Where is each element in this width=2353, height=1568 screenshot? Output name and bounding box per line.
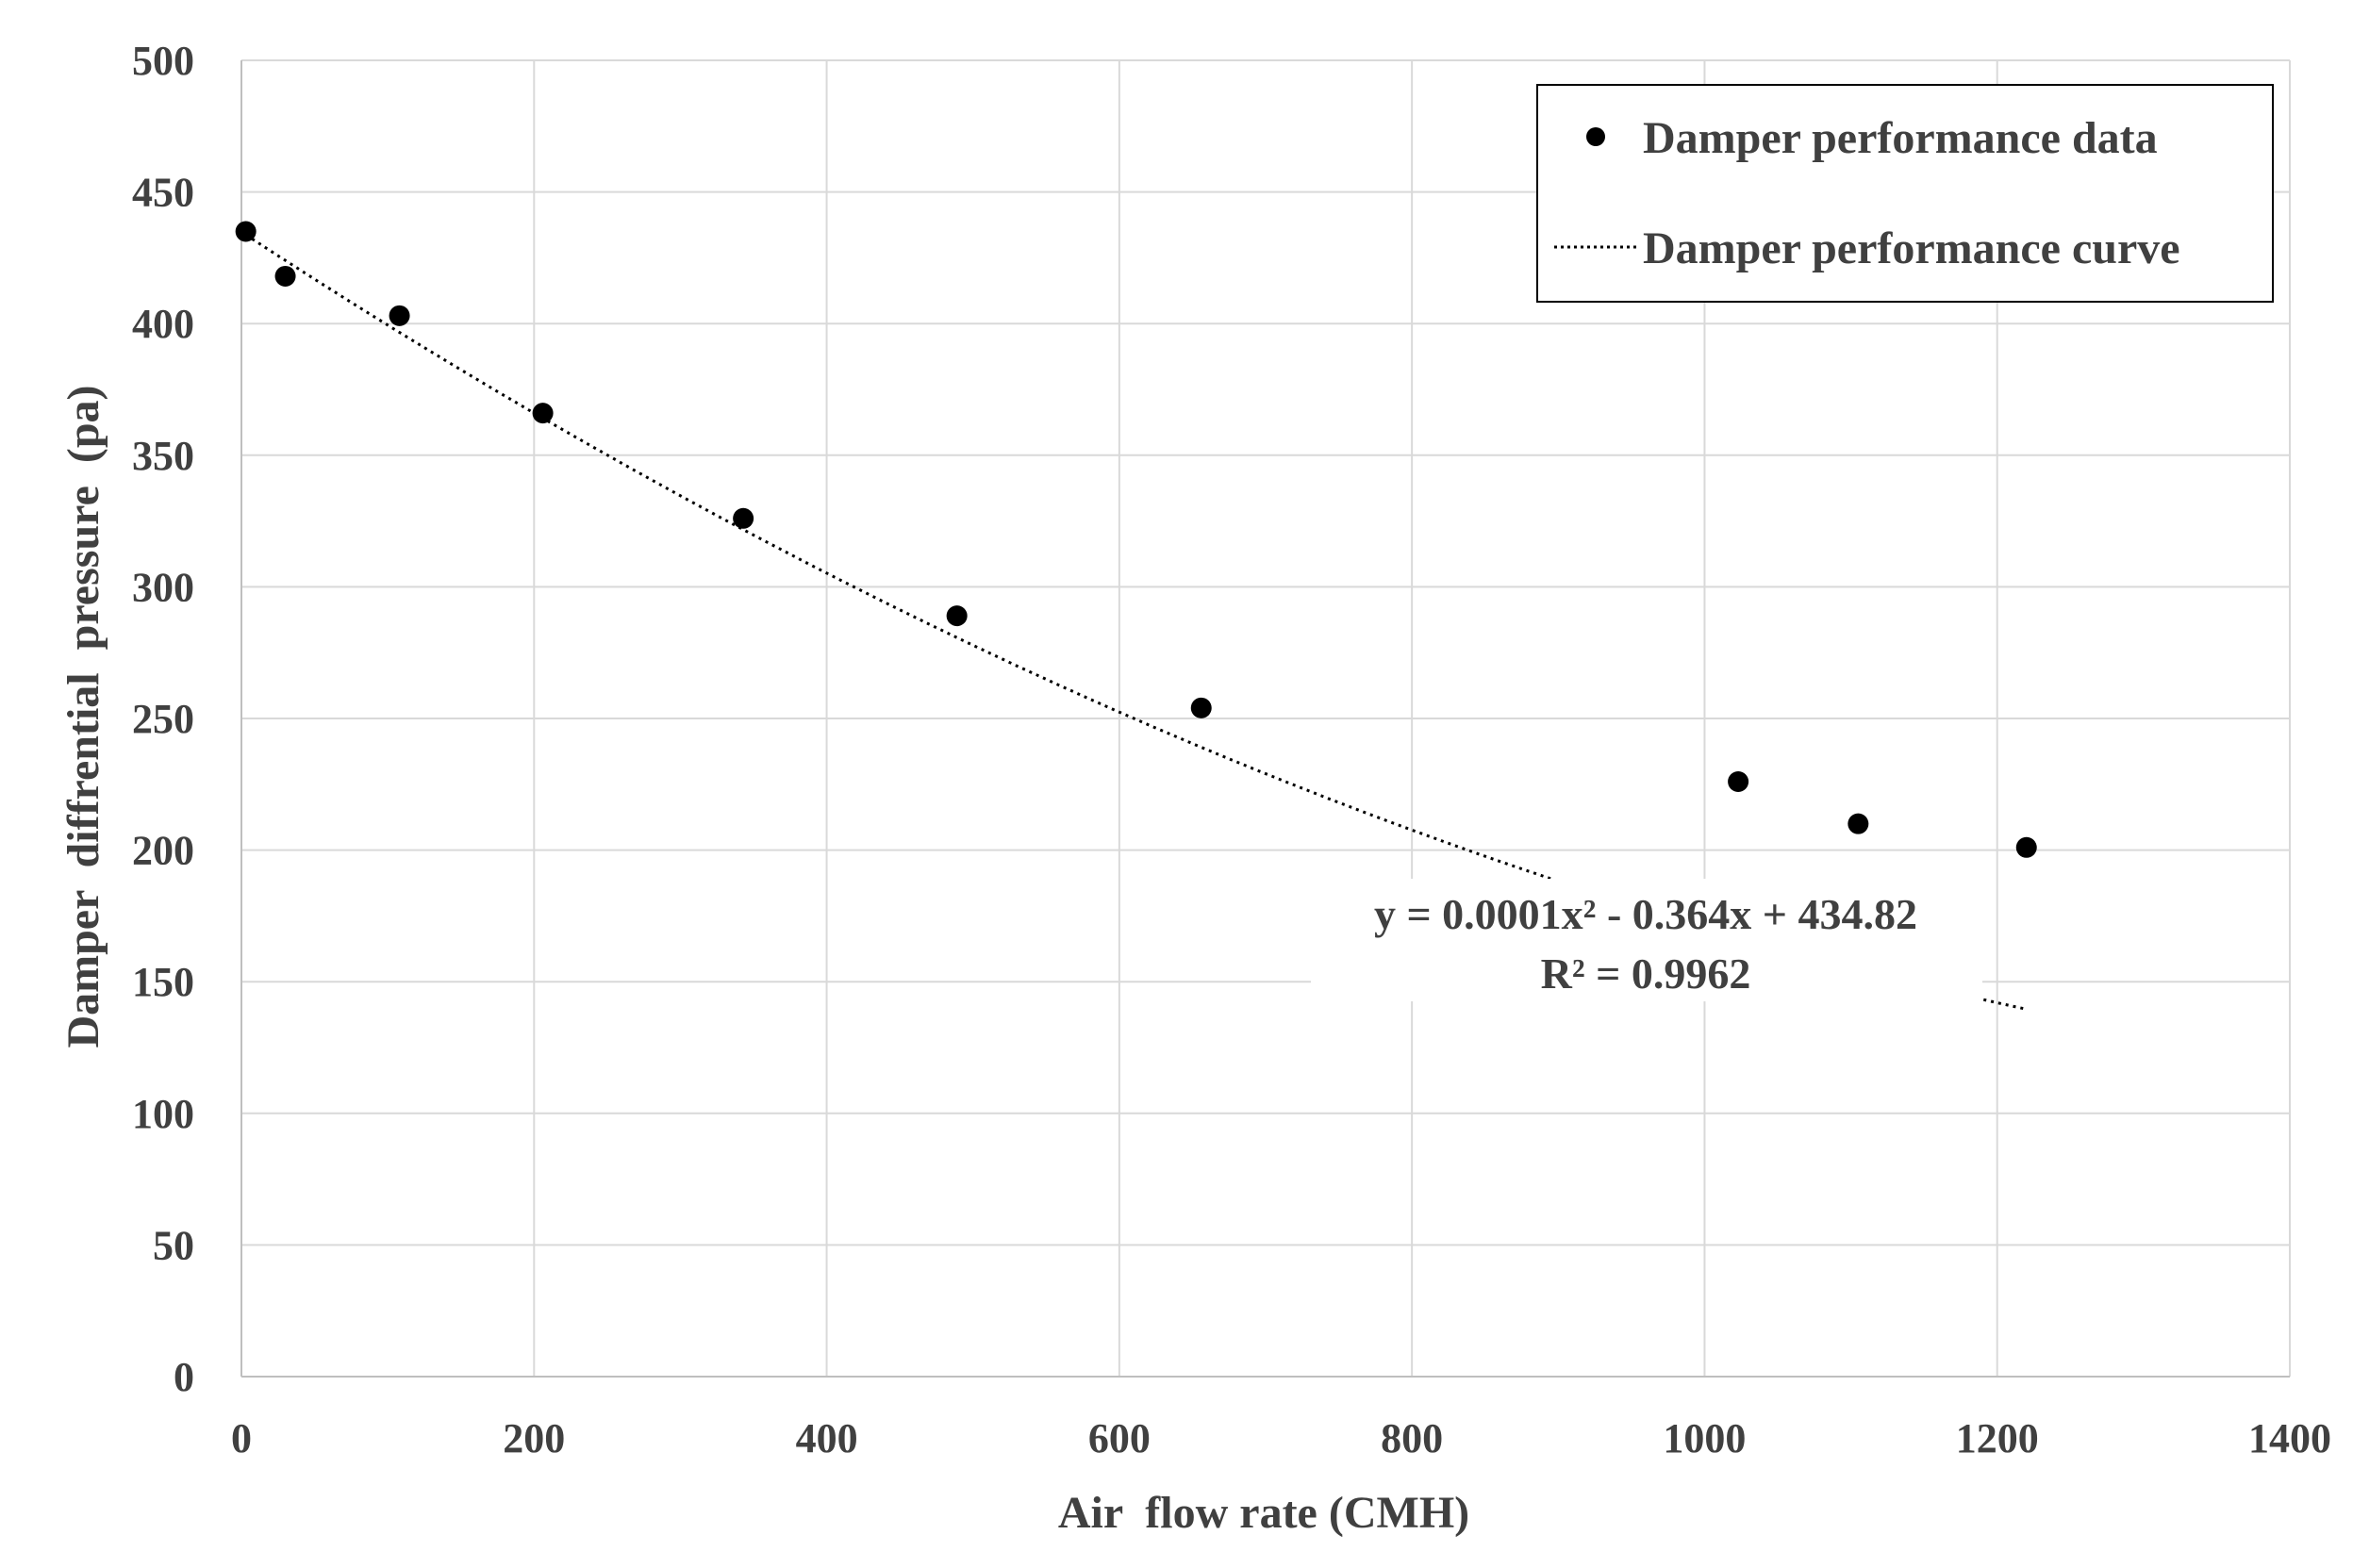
x-axis-title: Air flow rate (CMH) xyxy=(1058,1488,1469,1538)
y-axis-title: Damper diffrential pressure (pa) xyxy=(58,385,108,1048)
y-tick-label: 100 xyxy=(132,1091,194,1137)
tick-labels: 0 50 100 150 200 250 300 350 400 450 500 0 200 400 600… xyxy=(132,38,2331,1461)
data-point xyxy=(733,507,754,529)
data-point xyxy=(235,221,257,242)
data-point xyxy=(389,305,410,326)
y-tick-label: 0 xyxy=(174,1354,194,1400)
grid-lines xyxy=(240,59,2291,1378)
legend: Damper performance data Damper performan… xyxy=(1536,84,2274,303)
x-tick-label: 200 xyxy=(503,1415,565,1461)
legend-box xyxy=(1536,84,2274,303)
x-tick-label: 1400 xyxy=(2248,1415,2331,1461)
y-tick-label: 200 xyxy=(132,828,194,874)
x-tick-label: 400 xyxy=(796,1415,858,1461)
y-tick-label: 50 xyxy=(153,1222,194,1268)
y-tick-label: 300 xyxy=(132,564,194,610)
y-tick-label: 500 xyxy=(132,38,194,84)
x-tick-label: 800 xyxy=(1381,1415,1443,1461)
trendline-equation: y = 0.0001x² - 0.364x + 434.82 xyxy=(1374,890,1917,938)
y-tick-label: 350 xyxy=(132,433,194,479)
data-point xyxy=(1848,813,1869,834)
x-tick-label: 1200 xyxy=(1956,1415,2039,1461)
r-squared-label: R² = 0.9962 xyxy=(1541,949,1751,998)
x-tick-label: 0 xyxy=(231,1415,252,1461)
y-tick-label: 250 xyxy=(132,696,194,742)
equation-background xyxy=(1311,879,1982,1001)
y-tick-label: 450 xyxy=(132,170,194,216)
data-point xyxy=(946,605,968,627)
data-point xyxy=(1190,697,1212,718)
data-point xyxy=(532,403,554,424)
legend-label-data: Damper performance data xyxy=(1643,113,2158,163)
y-tick-label: 150 xyxy=(132,959,194,1005)
x-tick-label: 1000 xyxy=(1663,1415,1746,1461)
data-point xyxy=(1728,771,1749,793)
x-tick-label: 600 xyxy=(1088,1415,1151,1461)
legend-marker-scatter xyxy=(1586,127,1605,146)
data-points-layer xyxy=(235,221,2037,858)
y-tick-label: 400 xyxy=(132,301,194,347)
data-point xyxy=(274,265,296,287)
legend-label-curve: Damper performance curve xyxy=(1643,223,2180,273)
data-point xyxy=(2015,836,2037,858)
